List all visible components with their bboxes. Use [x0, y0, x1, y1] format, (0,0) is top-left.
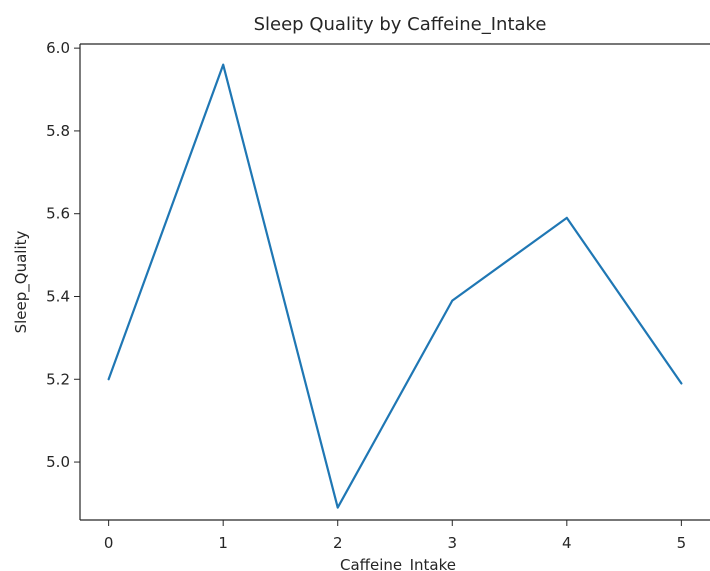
y-axis-label: Sleep_Quality	[12, 231, 31, 334]
x-tick-label: 4	[562, 534, 572, 552]
x-tick-label: 2	[333, 534, 343, 552]
y-tick-label: 5.8	[46, 122, 70, 140]
x-tick-label: 3	[447, 534, 457, 552]
y-tick-label: 6.0	[46, 39, 70, 57]
y-tick-label: 5.6	[46, 205, 70, 223]
plot-area: 0 1 2 3 4 5 5.0 5.2 5.4 5.6 5.8 6.0	[46, 39, 710, 552]
x-axis-label: Caffeine_Intake	[340, 556, 456, 571]
y-tick-label: 5.4	[46, 287, 70, 305]
chart-title: Sleep Quality by Caffeine_Intake	[254, 14, 547, 35]
y-tick-label: 5.2	[46, 370, 70, 388]
x-tick-label: 0	[104, 534, 114, 552]
x-tick-label: 5	[677, 534, 687, 552]
series-line	[107, 63, 683, 509]
x-tick-label: 1	[218, 534, 228, 552]
y-tick-label: 5.0	[46, 453, 70, 471]
